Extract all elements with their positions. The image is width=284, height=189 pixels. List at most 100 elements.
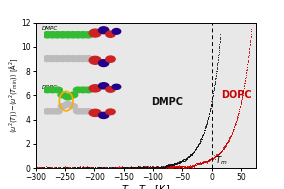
Point: [245, 60, 250, 63]
Point: [171, 164, 175, 167]
Point: [57, 167, 62, 170]
Point: [140, 165, 144, 168]
Point: [220, 148, 225, 151]
Point: [129, 165, 133, 168]
Point: [42, 166, 46, 169]
Point: [140, 166, 145, 169]
Point: [206, 159, 210, 162]
Point: [62, 166, 66, 169]
Point: [145, 165, 149, 168]
Point: [133, 166, 137, 169]
Point: [225, 141, 229, 144]
Point: [126, 166, 131, 169]
Point: [167, 163, 171, 166]
Point: [144, 166, 149, 169]
Point: [60, 166, 64, 169]
Point: [37, 167, 41, 170]
Point: [58, 166, 62, 169]
Point: [61, 166, 66, 169]
Point: [158, 166, 162, 169]
Point: [46, 167, 51, 170]
Point: [130, 166, 135, 169]
Point: [73, 165, 77, 168]
Point: [85, 166, 89, 169]
Point: [202, 160, 207, 163]
Point: [89, 166, 94, 169]
Point: [71, 166, 76, 169]
Point: [124, 167, 129, 170]
Point: [152, 166, 156, 169]
Point: [91, 167, 96, 170]
Circle shape: [78, 32, 88, 38]
Point: [207, 158, 212, 161]
Point: [189, 165, 194, 168]
Point: [205, 119, 210, 122]
Point: [111, 167, 116, 170]
Point: [113, 167, 118, 170]
Point: [153, 166, 157, 169]
Point: [169, 164, 174, 167]
Point: [148, 166, 152, 169]
Point: [101, 167, 105, 170]
Point: [80, 167, 84, 170]
Point: [123, 166, 127, 169]
Point: [98, 167, 103, 170]
Point: [93, 167, 97, 170]
Point: [201, 160, 205, 163]
Point: [119, 167, 124, 170]
Point: [197, 142, 202, 145]
Point: [142, 166, 147, 169]
Point: [92, 166, 97, 169]
Point: [123, 166, 128, 169]
Point: [183, 159, 188, 162]
Point: [120, 167, 125, 170]
Point: [154, 166, 158, 169]
Point: [188, 153, 193, 156]
Point: [60, 168, 65, 171]
Point: [68, 166, 72, 169]
Point: [185, 166, 190, 169]
Point: [112, 166, 116, 169]
Point: [145, 167, 150, 170]
Point: [220, 147, 225, 150]
Point: [159, 165, 164, 168]
Point: [87, 168, 92, 171]
Point: [180, 159, 184, 162]
Point: [178, 160, 182, 163]
Point: [64, 167, 68, 170]
Point: [87, 167, 92, 170]
Point: [201, 160, 206, 163]
Point: [53, 165, 58, 168]
Point: [180, 166, 184, 169]
Point: [181, 159, 185, 162]
Point: [177, 164, 181, 167]
Point: [125, 167, 129, 170]
Point: [181, 164, 185, 167]
Point: [133, 167, 137, 170]
Point: [66, 168, 70, 171]
Circle shape: [78, 87, 88, 93]
Point: [163, 164, 168, 167]
Point: [74, 167, 79, 170]
Point: [159, 166, 163, 169]
Point: [79, 166, 83, 169]
Point: [242, 82, 247, 85]
Point: [187, 154, 192, 157]
Point: [62, 166, 66, 169]
Point: [211, 157, 216, 160]
Point: [206, 115, 211, 118]
Point: [141, 165, 146, 168]
Point: [177, 165, 181, 168]
Point: [80, 166, 85, 169]
Point: [102, 167, 106, 170]
Point: [49, 167, 53, 170]
Point: [183, 164, 187, 167]
Point: [156, 167, 160, 170]
Point: [147, 166, 151, 169]
Point: [188, 163, 193, 167]
Point: [144, 166, 149, 169]
Point: [143, 165, 148, 168]
Point: [168, 164, 173, 167]
Point: [132, 167, 136, 170]
Point: [82, 166, 87, 169]
